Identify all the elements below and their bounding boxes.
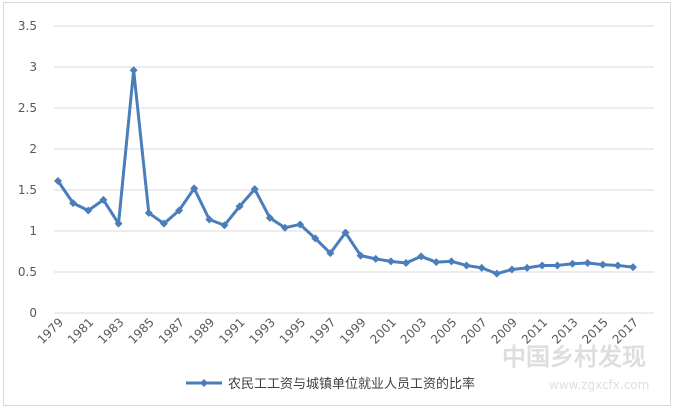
x-tick-label: 1995 xyxy=(277,315,308,346)
x-tick-label: 2007 xyxy=(458,315,489,346)
x-tick-label: 1999 xyxy=(337,315,368,346)
chart-frame: 0 0.5 1 1.5 2 2.5 3 3.5 1979 1981 1983 1985 1987 198… xyxy=(3,2,671,406)
data-point-marker xyxy=(190,184,199,193)
data-point-marker xyxy=(507,265,516,274)
data-point-marker xyxy=(54,176,62,185)
data-point-marker xyxy=(447,257,456,266)
data-point-marker xyxy=(69,199,78,208)
legend-marker xyxy=(200,379,208,387)
x-tick-label: 2005 xyxy=(428,315,459,346)
data-point-marker xyxy=(356,251,365,260)
series-layer xyxy=(54,66,637,278)
data-point-marker xyxy=(280,223,289,232)
data-point-marker xyxy=(568,259,577,268)
x-tick-label: 1985 xyxy=(125,315,156,346)
x-tick-label: 1991 xyxy=(216,315,247,346)
data-point-marker xyxy=(523,263,532,272)
x-tick-label: 1979 xyxy=(35,315,66,346)
data-point-marker xyxy=(175,206,184,215)
y-tick-label: 2 xyxy=(29,142,37,156)
data-point-marker xyxy=(250,185,259,194)
x-axis-ticks: 1979198119831985198719891991199319951997… xyxy=(35,315,641,346)
data-point-marker xyxy=(538,261,547,270)
data-point-marker xyxy=(341,228,350,237)
data-point-marker xyxy=(311,234,320,243)
line-chart: 0 0.5 1 1.5 2 2.5 3 3.5 19791981198319851987198… xyxy=(18,19,654,392)
data-point-marker xyxy=(553,261,562,270)
x-tick-label: 1987 xyxy=(156,315,187,346)
data-point-marker xyxy=(629,263,637,272)
y-tick-label: 1.5 xyxy=(18,183,37,197)
y-tick-label: 1 xyxy=(29,224,37,238)
data-point-marker xyxy=(386,257,395,266)
data-point-marker xyxy=(144,208,153,217)
data-point-marker xyxy=(159,219,168,228)
y-tick-label: 2.5 xyxy=(18,101,37,115)
x-tick-label: 2013 xyxy=(549,315,580,346)
x-tick-label: 2001 xyxy=(368,315,399,346)
data-point-marker xyxy=(371,254,380,263)
data-point-marker xyxy=(613,261,622,270)
watermark-text-1: 中国乡村发现 xyxy=(502,343,646,371)
data-point-marker xyxy=(598,260,607,269)
x-tick-label: 1981 xyxy=(65,315,96,346)
x-tick-label: 1983 xyxy=(95,315,126,346)
data-point-marker xyxy=(477,263,486,272)
data-point-marker xyxy=(220,221,229,230)
x-tick-label: 2003 xyxy=(398,315,429,346)
data-point-marker xyxy=(265,213,274,222)
data-point-marker xyxy=(492,269,501,278)
series-line xyxy=(56,68,634,276)
data-point-marker xyxy=(417,252,426,261)
y-axis-ticks: 0 0.5 1 1.5 2 2.5 3 3.5 xyxy=(18,19,37,320)
data-point-marker xyxy=(326,249,335,258)
data-point-marker xyxy=(235,202,244,211)
data-point-marker xyxy=(114,219,123,228)
watermark: 中国乡村发现 www.zgxcfx.com xyxy=(502,343,649,392)
x-tick-label: 2009 xyxy=(489,315,520,346)
y-tick-label: 0.5 xyxy=(18,265,37,279)
x-tick-label: 1993 xyxy=(246,315,277,346)
data-point-marker xyxy=(129,66,138,75)
data-point-marker xyxy=(205,215,214,224)
x-tick-label: 2017 xyxy=(610,315,641,346)
legend: 农民工工资与城镇单位就业人员工资的比率 xyxy=(186,376,475,392)
y-tick-label: 3 xyxy=(29,60,37,74)
data-point-marker xyxy=(583,258,592,267)
y-tick-label: 0 xyxy=(29,306,37,320)
x-tick-label: 2011 xyxy=(519,315,550,346)
data-point-marker xyxy=(432,258,441,267)
data-point-marker xyxy=(84,206,93,215)
gridlines xyxy=(54,25,654,314)
data-point-marker xyxy=(296,220,305,229)
data-point-marker xyxy=(462,261,471,270)
x-tick-label: 1989 xyxy=(186,315,217,346)
data-point-marker xyxy=(99,195,108,204)
data-point-marker xyxy=(402,258,411,267)
x-tick-label: 1997 xyxy=(307,315,338,346)
x-tick-label: 2015 xyxy=(579,315,610,346)
watermark-text-2: www.zgxcfx.com xyxy=(549,378,649,392)
y-tick-label: 3.5 xyxy=(18,19,37,33)
legend-label: 农民工工资与城镇单位就业人员工资的比率 xyxy=(228,376,475,392)
